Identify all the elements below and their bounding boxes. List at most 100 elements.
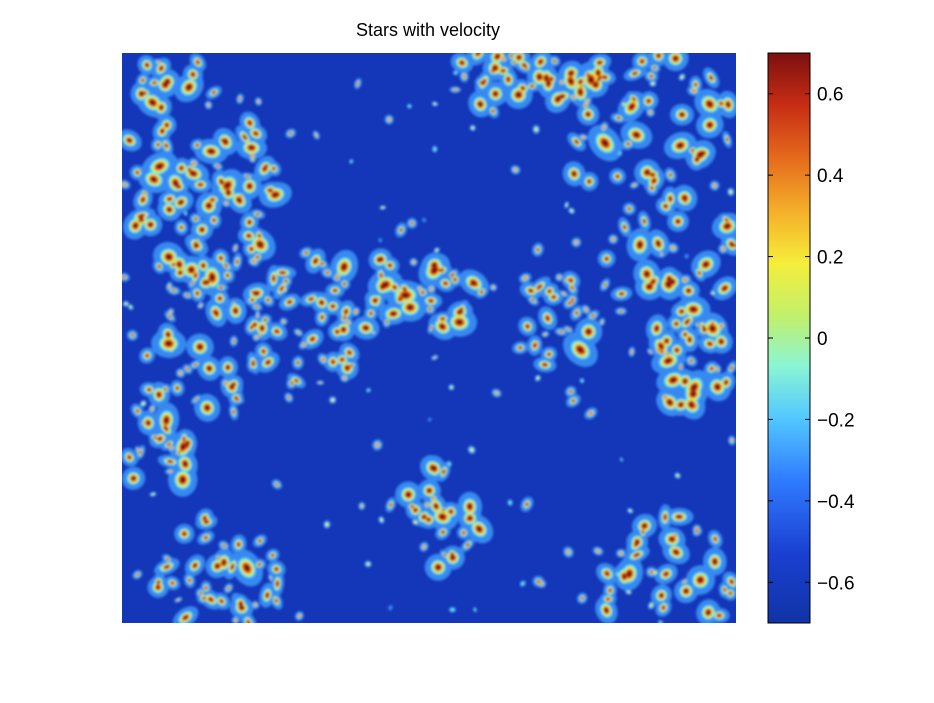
contour-blob [318, 381, 322, 384]
contour-blob [543, 363, 547, 366]
contour-blob [212, 91, 216, 94]
contour-blob [156, 586, 160, 589]
contour-blob [177, 185, 180, 188]
contour-blob [646, 98, 651, 104]
contour-blob [255, 305, 258, 308]
colorbar-tick-label: 0.6 [817, 85, 843, 106]
contour-blob [200, 228, 204, 231]
contour-blob [615, 572, 620, 576]
contour-blob [170, 581, 175, 585]
contour-blob [151, 493, 155, 496]
contour-blob [523, 64, 526, 67]
contour-blob [422, 515, 426, 519]
contour-blob [156, 580, 161, 585]
contour-blob [141, 78, 145, 82]
contour-blob [321, 357, 326, 362]
contour-blob [440, 317, 445, 321]
contour-blob [205, 406, 209, 410]
contour-blob [671, 246, 675, 250]
contour-blob [697, 271, 701, 275]
contour-blob [310, 336, 315, 342]
contour-blob [222, 544, 226, 547]
contour-blob [666, 359, 671, 363]
contour-blob [491, 109, 495, 113]
contour-blob [606, 597, 610, 601]
contour-blob [596, 549, 600, 553]
contour-blob [297, 614, 301, 618]
contour-blob [167, 442, 171, 446]
contour-blob [266, 298, 270, 302]
contour-blob [252, 322, 257, 327]
contour-blob [627, 571, 631, 576]
contour-blob [661, 605, 666, 610]
contour-blob [167, 255, 171, 259]
contour-blob [587, 179, 592, 184]
contour-blob [195, 143, 199, 147]
contour-blob [350, 160, 353, 163]
contour-blob [674, 57, 678, 60]
contour-blob [435, 248, 439, 252]
contour-blob [181, 444, 185, 449]
contour-blob [235, 398, 239, 401]
colorbar-gradient [767, 52, 811, 624]
contour-blob [261, 349, 266, 354]
contour-blob [186, 441, 189, 445]
contour-blob [345, 366, 349, 370]
contour-blob [314, 259, 317, 263]
contour-blob [691, 149, 694, 152]
contour-blob [174, 181, 178, 185]
contour-blob [431, 466, 435, 470]
contour-blob [462, 74, 466, 79]
contour-blob [282, 320, 285, 323]
contour-blob [132, 476, 135, 480]
contour-blob [707, 102, 712, 106]
contour-blob [163, 83, 167, 87]
contour-blob [204, 586, 208, 590]
contour-blob [157, 61, 161, 64]
contour-blob [618, 151, 622, 155]
contour-blob [656, 349, 660, 352]
contour-blob [706, 610, 710, 614]
contour-blob [240, 194, 243, 198]
contour-blob [639, 59, 645, 64]
contour-blob [326, 271, 329, 274]
contour-blob [398, 296, 403, 302]
contour-blob [477, 527, 481, 531]
contour-blob [708, 123, 712, 127]
contour-blob [581, 136, 585, 139]
contour-blob [246, 233, 252, 238]
contour-blob [367, 388, 370, 392]
contour-blob [369, 311, 373, 316]
contour-blob [330, 359, 336, 364]
contour-blob [161, 129, 164, 133]
contour-blob [692, 385, 696, 390]
contour-blob [250, 298, 254, 302]
contour-blob [142, 91, 147, 95]
contour-blob [691, 89, 697, 93]
contour-blob [574, 240, 578, 245]
contour-blob [254, 335, 258, 339]
contour-blob [643, 524, 646, 528]
contour-blob [607, 571, 610, 574]
contour-blob [676, 474, 679, 477]
contour-blob [635, 540, 639, 544]
contour-blob [252, 361, 255, 365]
contour-blob [676, 220, 680, 223]
contour-blob [482, 80, 486, 84]
contour-blob [129, 305, 132, 309]
contour-blob [186, 367, 189, 371]
contour-blob [205, 521, 208, 523]
contour-blob [349, 364, 353, 367]
contour-blob [656, 241, 660, 246]
contour-blob [321, 321, 324, 324]
contour-blob [152, 81, 157, 85]
contour-blob [623, 225, 626, 229]
contour-blob [399, 228, 403, 232]
contour-blob [145, 63, 149, 67]
contour-blob [457, 320, 462, 324]
contour-blob [406, 492, 410, 497]
contour-blob [571, 95, 576, 100]
contour-blob [304, 251, 308, 255]
contour-blob [377, 258, 381, 262]
